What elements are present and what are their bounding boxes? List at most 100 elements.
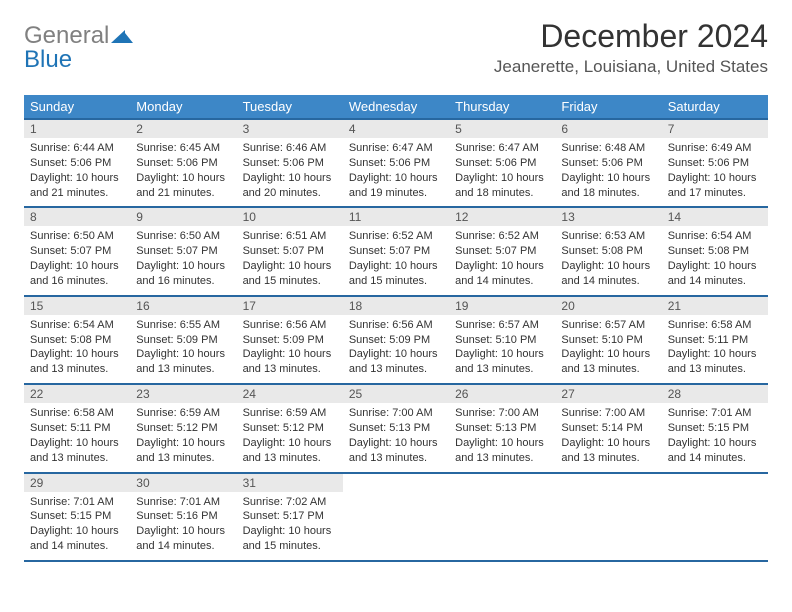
day-number: 6 [555, 120, 661, 138]
calendar-day-cell: 17Sunrise: 6:56 AMSunset: 5:09 PMDayligh… [237, 296, 343, 384]
daylight-line: Daylight: 10 hours and 15 minutes. [243, 259, 337, 289]
day-details: Sunrise: 7:00 AMSunset: 5:13 PMDaylight:… [449, 403, 555, 471]
day-details: Sunrise: 6:54 AMSunset: 5:08 PMDaylight:… [662, 226, 768, 294]
calendar-day-cell: 21Sunrise: 6:58 AMSunset: 5:11 PMDayligh… [662, 296, 768, 384]
month-title: December 2024 [494, 18, 768, 55]
day-number: 7 [662, 120, 768, 138]
day-details: Sunrise: 6:44 AMSunset: 5:06 PMDaylight:… [24, 138, 130, 206]
day-details: Sunrise: 6:47 AMSunset: 5:06 PMDaylight:… [449, 138, 555, 206]
weekday-header: Wednesday [343, 95, 449, 119]
sunrise-line: Sunrise: 6:49 AM [668, 141, 762, 156]
day-number: 11 [343, 208, 449, 226]
calendar-day-cell: 3Sunrise: 6:46 AMSunset: 5:06 PMDaylight… [237, 119, 343, 207]
sunset-line: Sunset: 5:06 PM [668, 156, 762, 171]
sunset-line: Sunset: 5:10 PM [455, 333, 549, 348]
daylight-line: Daylight: 10 hours and 13 minutes. [30, 436, 124, 466]
sunrise-line: Sunrise: 6:57 AM [455, 318, 549, 333]
calendar-day-cell: 29Sunrise: 7:01 AMSunset: 5:15 PMDayligh… [24, 473, 130, 561]
daylight-line: Daylight: 10 hours and 21 minutes. [30, 171, 124, 201]
sunrise-line: Sunrise: 6:59 AM [243, 406, 337, 421]
sunset-line: Sunset: 5:12 PM [243, 421, 337, 436]
day-details: Sunrise: 6:58 AMSunset: 5:11 PMDaylight:… [662, 315, 768, 383]
sunrise-line: Sunrise: 7:01 AM [668, 406, 762, 421]
calendar-day-cell [449, 473, 555, 561]
daylight-line: Daylight: 10 hours and 13 minutes. [136, 347, 230, 377]
sunrise-line: Sunrise: 6:59 AM [136, 406, 230, 421]
sunset-line: Sunset: 5:11 PM [668, 333, 762, 348]
day-details: Sunrise: 6:59 AMSunset: 5:12 PMDaylight:… [130, 403, 236, 471]
day-details: Sunrise: 6:47 AMSunset: 5:06 PMDaylight:… [343, 138, 449, 206]
sunset-line: Sunset: 5:14 PM [561, 421, 655, 436]
calendar-day-cell: 5Sunrise: 6:47 AMSunset: 5:06 PMDaylight… [449, 119, 555, 207]
day-details: Sunrise: 7:00 AMSunset: 5:13 PMDaylight:… [343, 403, 449, 471]
daylight-line: Daylight: 10 hours and 18 minutes. [561, 171, 655, 201]
calendar-day-cell: 19Sunrise: 6:57 AMSunset: 5:10 PMDayligh… [449, 296, 555, 384]
location-subtitle: Jeanerette, Louisiana, United States [494, 57, 768, 77]
day-details: Sunrise: 6:57 AMSunset: 5:10 PMDaylight:… [555, 315, 661, 383]
calendar-day-cell: 28 Sunrise: 7:01 AMSunset: 5:15 PMDayligh… [662, 384, 768, 472]
sunset-line: Sunset: 5:06 PM [349, 156, 443, 171]
daylight-line: Daylight: 10 hours and 14 minutes. [136, 524, 230, 554]
daylight-line: Daylight: 10 hours and 14 minutes. [30, 524, 124, 554]
sunrise-line: Sunrise: 6:50 AM [136, 229, 230, 244]
calendar-week-row: 29Sunrise: 7:01 AMSunset: 5:15 PMDayligh… [24, 473, 768, 561]
day-details: Sunrise: 6:59 AMSunset: 5:12 PMDaylight:… [237, 403, 343, 471]
calendar-day-cell: 1Sunrise: 6:44 AMSunset: 5:06 PMDaylight… [24, 119, 130, 207]
daylight-line: Daylight: 10 hours and 14 minutes. [561, 259, 655, 289]
sunset-line: Sunset: 5:07 PM [349, 244, 443, 259]
day-number: 20 [555, 297, 661, 315]
day-details: Sunrise: 6:50 AMSunset: 5:07 PMDaylight:… [24, 226, 130, 294]
day-number: 3 [237, 120, 343, 138]
calendar-day-cell [662, 473, 768, 561]
sunset-line: Sunset: 5:06 PM [30, 156, 124, 171]
calendar-table: Sunday Monday Tuesday Wednesday Thursday… [24, 95, 768, 562]
calendar-day-cell [343, 473, 449, 561]
day-number: 15 [24, 297, 130, 315]
daylight-line: Daylight: 10 hours and 16 minutes. [30, 259, 124, 289]
sunset-line: Sunset: 5:13 PM [455, 421, 549, 436]
sunset-line: Sunset: 5:07 PM [136, 244, 230, 259]
sunrise-line: Sunrise: 6:56 AM [243, 318, 337, 333]
day-number: 14 [662, 208, 768, 226]
sunset-line: Sunset: 5:07 PM [455, 244, 549, 259]
sunrise-line: Sunrise: 7:00 AM [455, 406, 549, 421]
calendar-day-cell: 16Sunrise: 6:55 AMSunset: 5:09 PMDayligh… [130, 296, 236, 384]
calendar-week-row: 1Sunrise: 6:44 AMSunset: 5:06 PMDaylight… [24, 119, 768, 207]
day-details: Sunrise: 6:53 AMSunset: 5:08 PMDaylight:… [555, 226, 661, 294]
day-number: 2 [130, 120, 236, 138]
sunrise-line: Sunrise: 6:56 AM [349, 318, 443, 333]
calendar-day-cell: 24Sunrise: 6:59 AMSunset: 5:12 PMDayligh… [237, 384, 343, 472]
day-number: 10 [237, 208, 343, 226]
sunrise-line: Sunrise: 6:46 AM [243, 141, 337, 156]
calendar-day-cell: 22Sunrise: 6:58 AMSunset: 5:11 PMDayligh… [24, 384, 130, 472]
daylight-line: Daylight: 10 hours and 14 minutes. [668, 436, 762, 466]
day-details: Sunrise: 6:52 AMSunset: 5:07 PMDaylight:… [343, 226, 449, 294]
calendar-day-cell: 10Sunrise: 6:51 AMSunset: 5:07 PMDayligh… [237, 207, 343, 295]
sunset-line: Sunset: 5:09 PM [136, 333, 230, 348]
daylight-line: Daylight: 10 hours and 17 minutes. [668, 171, 762, 201]
daylight-line: Daylight: 10 hours and 15 minutes. [349, 259, 443, 289]
day-number: 8 [24, 208, 130, 226]
day-number: 17 [237, 297, 343, 315]
calendar-day-cell [555, 473, 661, 561]
sunset-line: Sunset: 5:11 PM [30, 421, 124, 436]
day-number: 21 [662, 297, 768, 315]
daylight-line: Daylight: 10 hours and 19 minutes. [349, 171, 443, 201]
sunset-line: Sunset: 5:06 PM [136, 156, 230, 171]
daylight-line: Daylight: 10 hours and 13 minutes. [561, 436, 655, 466]
day-number: 23 [130, 385, 236, 403]
sunset-line: Sunset: 5:08 PM [668, 244, 762, 259]
sunrise-line: Sunrise: 6:52 AM [349, 229, 443, 244]
sunrise-line: Sunrise: 6:54 AM [668, 229, 762, 244]
daylight-line: Daylight: 10 hours and 14 minutes. [668, 259, 762, 289]
day-details: Sunrise: 6:49 AMSunset: 5:06 PMDaylight:… [662, 138, 768, 206]
sunset-line: Sunset: 5:15 PM [668, 421, 762, 436]
sunset-line: Sunset: 5:12 PM [136, 421, 230, 436]
sunset-line: Sunset: 5:15 PM [30, 509, 124, 524]
sunrise-line: Sunrise: 6:51 AM [243, 229, 337, 244]
sunrise-line: Sunrise: 6:44 AM [30, 141, 124, 156]
sunrise-line: Sunrise: 6:52 AM [455, 229, 549, 244]
sunrise-line: Sunrise: 7:01 AM [136, 495, 230, 510]
day-number: 28 [662, 385, 768, 403]
calendar-week-row: 15Sunrise: 6:54 AMSunset: 5:08 PMDayligh… [24, 296, 768, 384]
